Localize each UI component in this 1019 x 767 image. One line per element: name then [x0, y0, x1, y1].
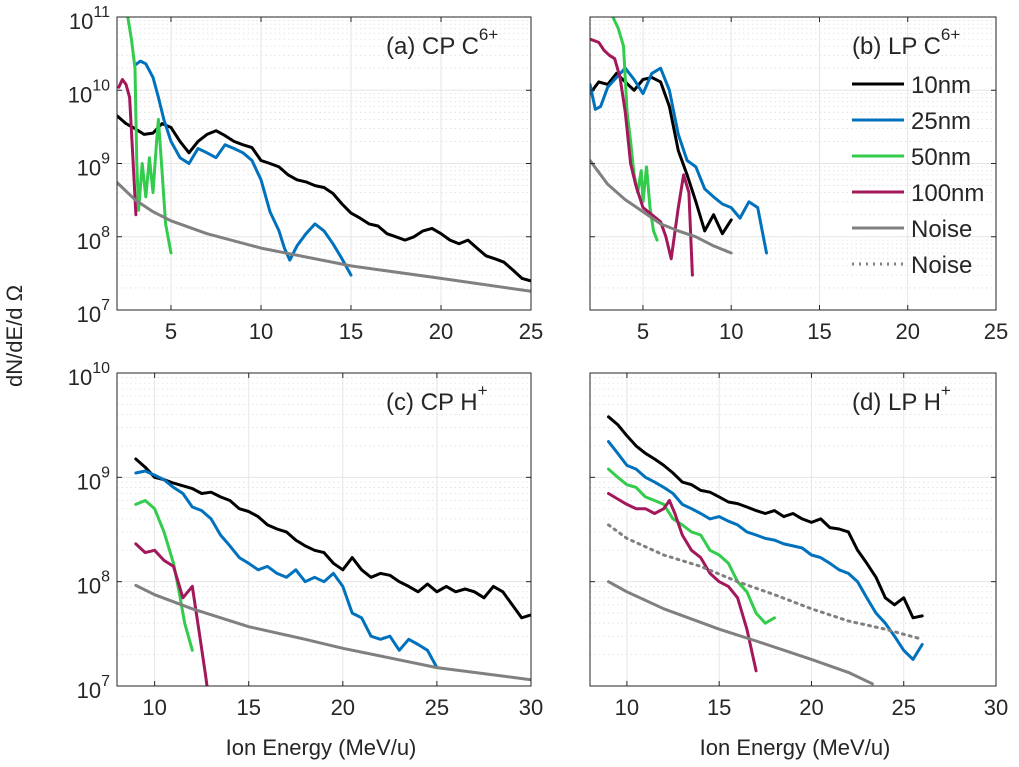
- x-tick-label: 25: [425, 695, 449, 720]
- legend-label: Noise: [911, 216, 972, 243]
- x-tick-label: 15: [807, 319, 831, 344]
- y-tick-label: 1010: [68, 77, 110, 107]
- legend-label: 25nm: [911, 108, 971, 135]
- series-line-25nm: [590, 66, 768, 255]
- x-tick-label: 25: [891, 695, 915, 720]
- series-line-50nm: [126, 17, 173, 255]
- panel-a: 5 10 15 20 25 107 108 109 1010 1011 (a) CP C6+: [68, 4, 544, 344]
- series-line-100nm: [134, 542, 209, 686]
- series-line-10nm: [134, 457, 531, 620]
- y-tick-label: 1011: [69, 4, 110, 34]
- x-tick-label: 20: [799, 695, 823, 720]
- grid-a: [117, 17, 531, 310]
- panel-title-c: (c) CP H+: [386, 381, 488, 416]
- y-tick-label: 1010: [68, 360, 110, 390]
- x-tick-label: 20: [429, 319, 453, 344]
- x-tick-label: 25: [984, 319, 1008, 344]
- axes-box-c: [116, 372, 532, 687]
- x-tick-label: 20: [331, 695, 355, 720]
- x-tick-label: 25: [519, 319, 543, 344]
- x-tick-label: 5: [637, 319, 649, 344]
- plot-area-d: [590, 373, 996, 686]
- panel-title-b: (b) LP C6+: [852, 25, 960, 60]
- series-group-b: [590, 17, 768, 277]
- x-tick-label: 10: [719, 319, 743, 344]
- series-group-d: [607, 415, 924, 686]
- series-line-noise: [590, 159, 733, 255]
- y-tick-label: 107: [77, 673, 110, 703]
- series-line-25nm: [134, 469, 439, 670]
- legend-label: 100nm: [911, 180, 984, 207]
- panel-d: 10 15 20 25 30 (d) LP H+: [589, 372, 1008, 720]
- panel-title-d: (d) LP H+: [852, 381, 951, 416]
- panel-b: 5 10 15 20 25 (b) LP C6+: [589, 16, 1008, 344]
- legend: 10nm 25nm 50nm 100nm Noise Noise: [852, 72, 984, 279]
- x-tick-label: 15: [236, 695, 260, 720]
- series-line-100nm: [607, 492, 758, 673]
- panel-title-a: (a) CP C6+: [386, 25, 498, 60]
- x-tick-label: 30: [519, 695, 543, 720]
- x-tick-label: 10: [249, 319, 273, 344]
- x-tick-label: 5: [165, 319, 177, 344]
- series-line-10nm: [117, 114, 531, 283]
- x-tick-label: 30: [984, 695, 1008, 720]
- series-line-50nm: [607, 467, 776, 625]
- x-axis-label-right: Ion Energy (MeV/u): [700, 735, 891, 760]
- x-tick-label: 15: [707, 695, 731, 720]
- grid-d: [590, 373, 996, 686]
- series-line-50nm: [134, 499, 194, 652]
- series-group-a: [117, 17, 531, 293]
- series-line-10nm: [607, 415, 924, 620]
- series-line-25nm: [133, 59, 353, 277]
- panel-c: 10 15 20 25 30 107 108 109 1010 (c) CP H+: [68, 360, 544, 720]
- x-tick-label: 20: [895, 319, 919, 344]
- y-tick-label: 108: [77, 224, 110, 254]
- plot-area-c: [117, 373, 531, 686]
- series-line-noise: [134, 583, 531, 682]
- series-line-10nm: [590, 71, 733, 236]
- x-tick-label: 15: [339, 319, 363, 344]
- series-line-100nm: [590, 37, 694, 277]
- series-line-noise: [607, 580, 874, 686]
- grid-b: [590, 17, 996, 310]
- axes-box-d: [589, 372, 997, 687]
- legend-label: Noise: [911, 252, 972, 279]
- series-line-noise-dotted: [607, 523, 924, 641]
- series-group-c: [134, 457, 531, 686]
- series-line-25nm: [607, 440, 924, 661]
- y-tick-label: 109: [77, 464, 110, 494]
- series-line-noise: [117, 181, 531, 293]
- legend-label: 10nm: [911, 72, 971, 99]
- y-tick-label: 107: [77, 297, 110, 327]
- y-tick-label: 109: [77, 151, 110, 181]
- x-axis-label-left: Ion Energy (MeV/u): [226, 735, 417, 760]
- x-tick-label: 10: [142, 695, 166, 720]
- x-tick-label: 10: [615, 695, 639, 720]
- series-line-100nm: [117, 78, 138, 217]
- y-axis-label: dN/dE/d Ω: [2, 285, 27, 387]
- y-tick-label: 108: [77, 569, 110, 599]
- legend-label: 50nm: [911, 144, 971, 171]
